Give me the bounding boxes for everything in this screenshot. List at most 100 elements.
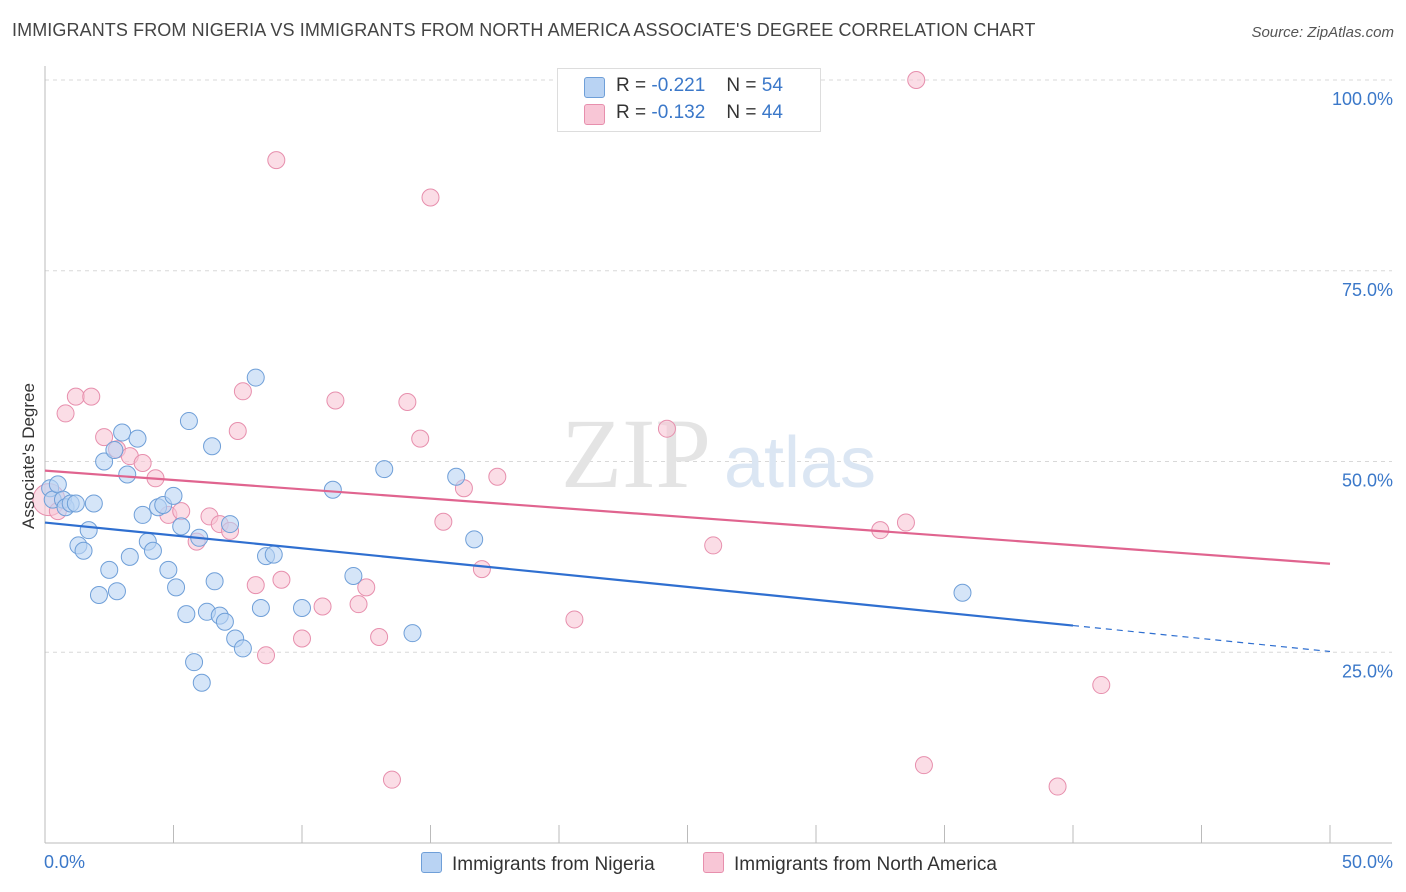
bottom-legend-label: Immigrants from Nigeria	[452, 854, 655, 875]
trend-lines	[44, 469, 1331, 653]
legend-swatch-blue	[584, 77, 605, 98]
x-axis-min-label: 0.0%	[44, 852, 86, 872]
data-point-north-america	[472, 560, 491, 579]
data-point-nigeria	[465, 530, 484, 549]
data-point-nigeria	[105, 441, 124, 460]
data-point-north-america	[1092, 676, 1111, 695]
data-point-north-america	[257, 646, 276, 665]
data-point-north-america	[326, 391, 345, 410]
data-point-north-america	[349, 595, 368, 614]
legend-swatch-pink	[584, 104, 605, 125]
data-point-north-america	[370, 627, 389, 646]
data-point-north-america	[565, 610, 584, 629]
data-point-north-america	[657, 419, 676, 438]
correlation-legend: R = -0.221 N = 54 R = -0.132 N = 44	[557, 68, 821, 132]
data-point-nigeria	[246, 368, 265, 387]
data-point-north-america	[704, 536, 723, 555]
legend-n-value: 44	[761, 102, 783, 123]
data-point-nigeria	[293, 598, 311, 617]
y-tick-label: 100.0%	[1332, 89, 1393, 109]
x-axis-max-label: 50.0%	[1341, 852, 1393, 872]
data-point-north-america	[357, 578, 376, 597]
data-point-north-america	[172, 502, 191, 521]
data-point-north-america	[907, 71, 926, 89]
source-credit: Source: ZipAtlas.com	[1251, 24, 1394, 41]
legend-r-label: R =	[616, 75, 647, 96]
data-point-nigeria	[179, 412, 198, 431]
data-point-north-america	[246, 576, 265, 595]
data-point-north-america	[293, 629, 311, 648]
bottom-legend-north-america: Immigrants from North America	[703, 852, 997, 876]
legend-n-label: N =	[726, 102, 757, 123]
data-point-nigeria	[185, 653, 204, 672]
data-point-north-america	[398, 392, 417, 411]
data-point-nigeria	[48, 475, 67, 494]
watermark-zip: ZIP	[561, 398, 711, 509]
trend-line-extension	[1072, 624, 1331, 653]
data-point-north-america	[233, 382, 252, 401]
data-point-nigeria	[403, 624, 422, 643]
data-point-nigeria	[89, 586, 108, 605]
data-point-nigeria	[66, 494, 85, 513]
data-point-nigeria	[167, 578, 186, 597]
data-point-nigeria	[251, 598, 270, 617]
legend-r-value: -0.221	[651, 75, 706, 96]
data-point-nigeria	[74, 541, 93, 560]
chart-title: IMMIGRANTS FROM NIGERIA VS IMMIGRANTS FR…	[12, 20, 1036, 40]
data-point-nigeria	[100, 560, 119, 579]
data-point-nigeria	[375, 460, 394, 479]
data-point-north-america	[313, 597, 332, 616]
legend-r-label: R =	[616, 102, 647, 123]
series-nigeria	[41, 368, 972, 692]
data-point-north-america	[267, 151, 286, 170]
data-point-north-america	[382, 770, 401, 789]
data-point-north-america	[488, 467, 507, 486]
watermark: ZIP atlas	[561, 398, 876, 509]
data-point-nigeria	[203, 437, 222, 456]
legend-n-label: N =	[726, 75, 757, 96]
data-point-north-america	[914, 756, 933, 775]
data-point-nigeria	[120, 547, 139, 566]
data-point-nigeria	[447, 467, 466, 486]
bottom-legend-swatch-blue	[421, 852, 442, 873]
data-point-nigeria	[118, 465, 137, 484]
data-point-north-america	[95, 428, 114, 447]
data-point-nigeria	[233, 639, 252, 658]
data-point-nigeria	[79, 521, 98, 540]
data-point-nigeria	[164, 486, 183, 505]
y-tick-labels: 25.0% 50.0% 75.0% 100.0%	[1332, 89, 1393, 681]
data-point-north-america	[82, 387, 101, 406]
data-point-north-america	[1048, 777, 1067, 796]
data-point-nigeria	[192, 673, 211, 692]
legend-n-value: 54	[761, 75, 783, 96]
data-point-north-america	[228, 421, 247, 440]
data-point-nigeria	[215, 612, 234, 631]
data-point-north-america	[56, 404, 75, 423]
data-point-nigeria	[133, 505, 152, 524]
axes	[44, 66, 1392, 844]
data-point-nigeria	[172, 517, 191, 536]
data-point-nigeria	[221, 515, 240, 534]
watermark-atlas: atlas	[724, 423, 876, 503]
legend-r-value: -0.132	[651, 102, 706, 123]
grid-lines	[45, 79, 1392, 653]
y-tick-label: 25.0%	[1342, 661, 1393, 681]
data-point-nigeria	[159, 560, 178, 579]
data-point-nigeria	[344, 566, 363, 585]
bottom-legend-nigeria: Immigrants from Nigeria	[421, 852, 655, 876]
data-point-north-america	[896, 513, 915, 532]
trend-line-north-america	[44, 469, 1331, 565]
data-point-nigeria	[84, 494, 103, 513]
data-point-north-america	[421, 188, 440, 207]
data-point-north-america	[272, 570, 291, 589]
y-tick-label: 50.0%	[1342, 471, 1393, 491]
bottom-legend-label: Immigrants from North America	[734, 854, 997, 875]
data-point-nigeria	[95, 452, 114, 471]
data-point-nigeria	[143, 541, 162, 560]
data-point-nigeria	[107, 582, 126, 601]
data-point-nigeria	[264, 545, 283, 564]
data-point-nigeria	[323, 480, 342, 499]
data-point-nigeria	[113, 423, 132, 442]
y-axis-label: Associate's Degree	[19, 383, 38, 529]
